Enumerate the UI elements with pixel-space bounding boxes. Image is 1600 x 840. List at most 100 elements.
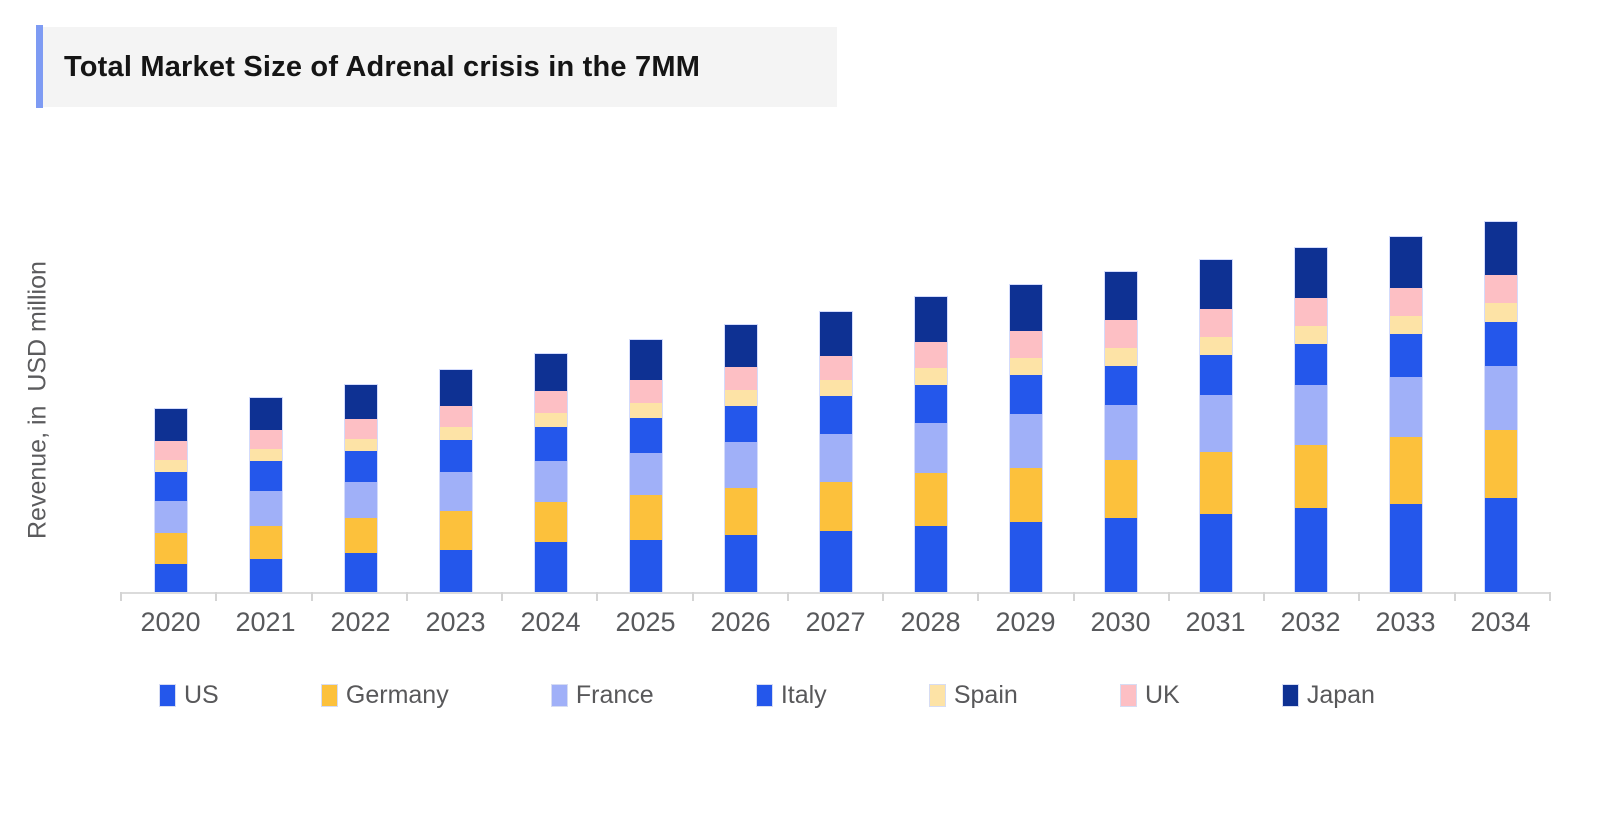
bar-segment-us-2027 — [819, 531, 852, 592]
stacked-bar-2033 — [1389, 237, 1422, 592]
bar-segment-japan-2022 — [344, 385, 377, 419]
bar-segment-uk-2021 — [249, 430, 282, 449]
bar-segment-germany-2033 — [1389, 437, 1422, 504]
bar-segment-japan-2033 — [1389, 237, 1422, 288]
bar-segment-uk-2032 — [1294, 298, 1327, 326]
bar-segment-italy-2029 — [1009, 375, 1042, 414]
bar-segment-us-2020 — [154, 564, 187, 592]
bar-segment-france-2030 — [1104, 405, 1137, 460]
bar-segment-italy-2025 — [629, 418, 662, 453]
stacked-bar-2030 — [1104, 272, 1137, 592]
bar-segment-italy-2020 — [154, 472, 187, 501]
x-axis-label-2025: 2025 — [615, 607, 676, 637]
bar-segment-germany-2020 — [154, 533, 187, 564]
bar-segment-japan-2023 — [439, 370, 472, 406]
bar-segment-spain-2034 — [1484, 303, 1517, 322]
bar-segment-japan-2030 — [1104, 272, 1137, 320]
legend-label-spain: Spain — [953, 680, 1018, 709]
bar-segment-uk-2026 — [724, 367, 757, 390]
bar-segment-germany-2022 — [344, 518, 377, 553]
axis-tick — [691, 592, 694, 601]
bar-slot-2023 — [408, 192, 503, 592]
bar-segment-spain-2029 — [1009, 358, 1042, 375]
bar-segment-spain-2020 — [154, 460, 187, 472]
legend-item-italy: Italy — [756, 681, 827, 710]
x-axis-label-2030: 2030 — [1090, 607, 1151, 637]
stacked-bar-2020 — [154, 409, 187, 592]
bar-segment-france-2032 — [1294, 385, 1327, 445]
legend-swatch-italy — [756, 684, 772, 706]
x-axis-label-2031: 2031 — [1185, 607, 1246, 637]
bar-segment-spain-2021 — [249, 449, 282, 461]
bar-segment-japan-2028 — [914, 297, 947, 342]
stacked-bar-2026 — [724, 325, 757, 592]
legend-swatch-spain — [929, 684, 945, 706]
bar-slot-2022 — [313, 192, 408, 592]
bar-segment-france-2022 — [344, 482, 377, 518]
x-axis-labels: 2020 2021 2022 2023 2024 2025 2026 2027 2028 2029… — [123, 606, 1548, 638]
bar-segment-italy-2024 — [534, 427, 567, 461]
bar-segment-france-2027 — [819, 434, 852, 482]
bar-slot-2031 — [1168, 192, 1263, 592]
bar-segment-japan-2021 — [249, 398, 282, 430]
bar-segment-france-2031 — [1199, 395, 1232, 452]
bar-segment-spain-2028 — [914, 368, 947, 385]
bar-segment-spain-2032 — [1294, 326, 1327, 344]
bar-slot-2030 — [1073, 192, 1168, 592]
title-accent-bar — [36, 25, 43, 108]
stacked-bar-2025 — [629, 340, 662, 592]
bar-segment-uk-2029 — [1009, 331, 1042, 358]
bar-segment-germany-2028 — [914, 473, 947, 526]
bar-slot-2029 — [978, 192, 1073, 592]
bar-segment-france-2024 — [534, 461, 567, 502]
bar-segment-germany-2024 — [534, 502, 567, 542]
bar-segment-uk-2020 — [154, 441, 187, 460]
bar-segment-us-2030 — [1104, 518, 1137, 592]
stacked-bar-2034 — [1484, 222, 1517, 592]
bar-segment-japan-2025 — [629, 340, 662, 380]
bar-segment-uk-2034 — [1484, 275, 1517, 303]
axis-tick — [405, 592, 408, 601]
bar-slot-2027 — [788, 192, 883, 592]
x-axis-line — [120, 592, 1551, 601]
bar-segment-france-2023 — [439, 472, 472, 511]
bar-segment-germany-2026 — [724, 488, 757, 535]
bar-segment-italy-2030 — [1104, 366, 1137, 405]
axis-tick — [1167, 592, 1170, 601]
bar-segment-us-2022 — [344, 553, 377, 592]
bar-segment-france-2020 — [154, 501, 187, 533]
bar-segment-spain-2031 — [1199, 337, 1232, 355]
axis-tick — [1263, 592, 1266, 601]
bar-segment-germany-2029 — [1009, 468, 1042, 522]
legend-label-uk: UK — [1144, 680, 1180, 709]
axis-tick — [1549, 592, 1551, 601]
bar-segment-us-2026 — [724, 535, 757, 592]
bar-segment-us-2031 — [1199, 514, 1232, 592]
stacked-bar-2021 — [249, 398, 282, 592]
stacked-bar-2029 — [1009, 285, 1042, 592]
bar-slot-2034 — [1453, 192, 1548, 592]
x-axis-label-2027: 2027 — [805, 607, 866, 637]
bar-segment-france-2033 — [1389, 377, 1422, 437]
bar-segment-spain-2023 — [439, 427, 472, 440]
bar-segment-us-2025 — [629, 540, 662, 592]
bar-slot-2028 — [883, 192, 978, 592]
legend: US Germany France Italy Spain UK Japan — [160, 680, 1375, 710]
legend-label-france: France — [575, 680, 654, 709]
bar-segment-france-2021 — [249, 491, 282, 526]
axis-tick — [977, 592, 980, 601]
bar-segment-germany-2025 — [629, 495, 662, 540]
bar-segment-france-2028 — [914, 423, 947, 473]
legend-item-us: US — [160, 681, 219, 710]
axis-tick — [310, 592, 313, 601]
legend-label-japan: Japan — [1306, 680, 1375, 709]
title-banner: Total Market Size of Adrenal crisis in t… — [43, 27, 837, 107]
bar-segment-germany-2021 — [249, 526, 282, 559]
bar-segment-italy-2021 — [249, 461, 282, 491]
bar-segment-us-2021 — [249, 559, 282, 592]
bar-segment-uk-2025 — [629, 380, 662, 403]
bar-segment-us-2023 — [439, 550, 472, 592]
bar-segment-uk-2033 — [1389, 288, 1422, 316]
bar-segment-uk-2030 — [1104, 320, 1137, 348]
